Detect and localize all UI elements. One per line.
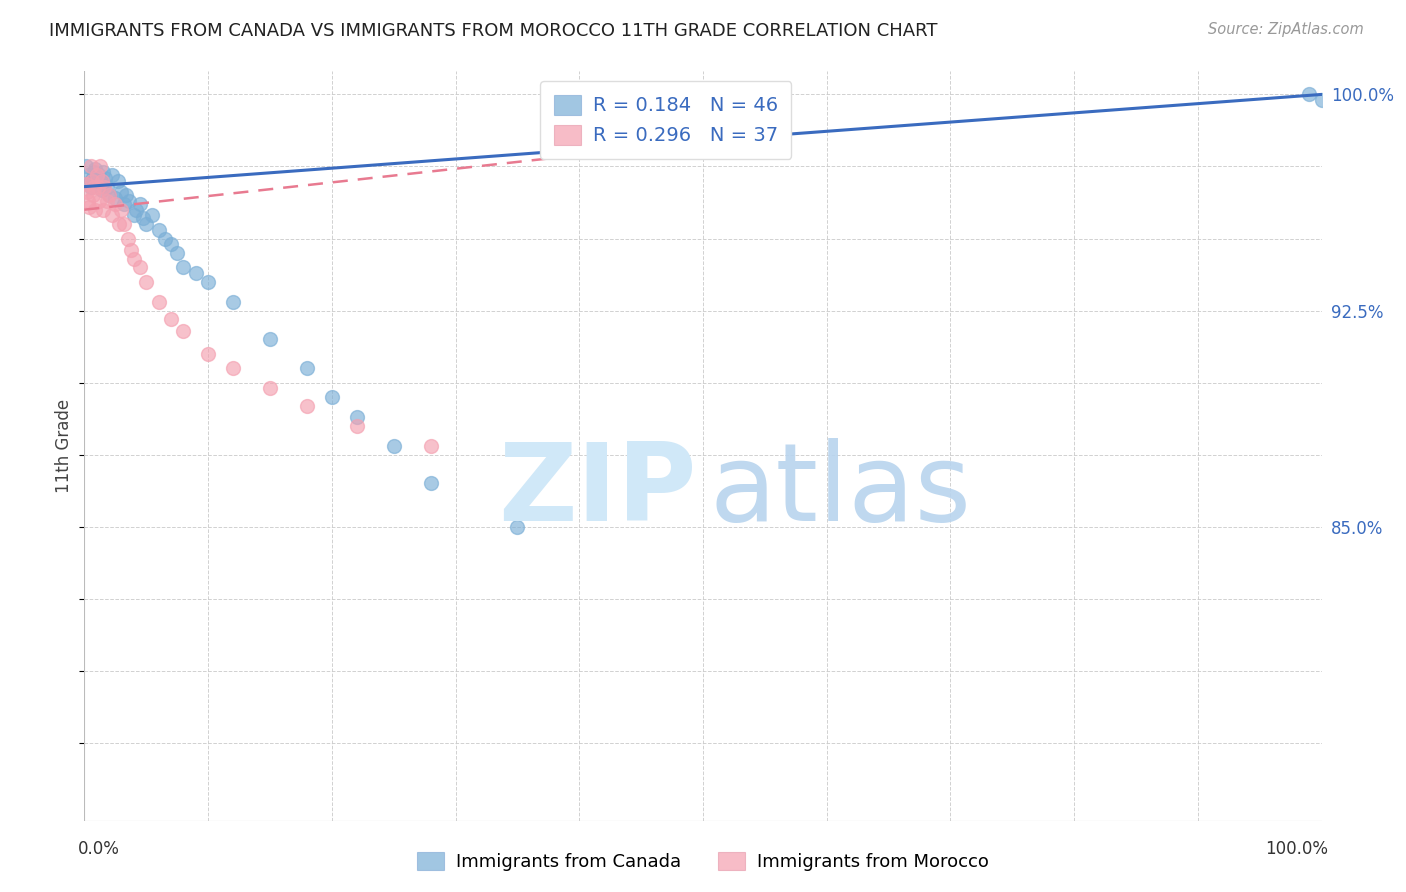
Point — [112, 217, 135, 231]
Point — [153, 231, 176, 245]
Point — [419, 439, 441, 453]
Point — [90, 174, 112, 188]
Point — [100, 168, 122, 182]
Point — [86, 177, 108, 191]
Point — [93, 177, 115, 191]
Point — [110, 202, 132, 217]
Point — [419, 476, 441, 491]
Legend: Immigrants from Canada, Immigrants from Morocco: Immigrants from Canada, Immigrants from … — [409, 845, 997, 879]
Point — [295, 361, 318, 376]
Point — [77, 168, 100, 182]
Point — [184, 266, 207, 280]
Text: ZIP: ZIP — [498, 438, 697, 544]
Point — [79, 179, 101, 194]
Point — [382, 439, 405, 453]
Point — [222, 294, 245, 309]
Point — [80, 174, 103, 188]
Point — [96, 179, 118, 194]
Point — [131, 211, 153, 226]
Point — [166, 246, 188, 260]
Point — [100, 209, 122, 223]
Point — [89, 168, 111, 182]
Point — [82, 188, 104, 202]
Point — [160, 312, 183, 326]
Text: IMMIGRANTS FROM CANADA VS IMMIGRANTS FROM MOROCCO 11TH GRADE CORRELATION CHART: IMMIGRANTS FROM CANADA VS IMMIGRANTS FRO… — [49, 22, 938, 40]
Point — [172, 324, 194, 338]
Point — [75, 177, 97, 191]
Point — [1310, 93, 1333, 107]
Point — [506, 519, 529, 533]
Point — [197, 275, 219, 289]
Point — [346, 410, 368, 425]
Point — [84, 162, 107, 177]
Point — [89, 194, 111, 208]
Text: 0.0%: 0.0% — [79, 840, 120, 858]
Point — [98, 188, 121, 202]
Point — [104, 191, 127, 205]
Point — [89, 174, 111, 188]
Point — [135, 275, 157, 289]
Point — [117, 231, 139, 245]
Point — [96, 194, 118, 208]
Point — [79, 200, 101, 214]
Point — [89, 160, 111, 174]
Point — [118, 194, 141, 208]
Point — [94, 171, 117, 186]
Point — [104, 197, 127, 211]
Legend: R = 0.184   N = 46, R = 0.296   N = 37: R = 0.184 N = 46, R = 0.296 N = 37 — [540, 81, 792, 159]
Text: Source: ZipAtlas.com: Source: ZipAtlas.com — [1208, 22, 1364, 37]
Point — [93, 179, 115, 194]
Point — [172, 260, 194, 275]
Point — [83, 179, 105, 194]
Text: 100.0%: 100.0% — [1265, 840, 1327, 858]
Point — [346, 418, 368, 433]
Point — [135, 217, 157, 231]
Point — [115, 188, 138, 202]
Point — [77, 194, 100, 208]
Point — [148, 294, 170, 309]
Point — [1298, 87, 1320, 102]
Point — [108, 217, 131, 231]
Point — [120, 243, 142, 257]
Y-axis label: 11th Grade: 11th Grade — [55, 399, 73, 493]
Point — [86, 168, 108, 182]
Point — [83, 165, 105, 179]
Point — [129, 260, 152, 275]
Point — [79, 160, 101, 174]
Point — [197, 347, 219, 361]
Point — [79, 174, 101, 188]
Point — [259, 381, 281, 395]
Point — [75, 160, 97, 174]
Point — [107, 174, 129, 188]
Point — [91, 165, 114, 179]
Point — [141, 209, 163, 223]
Point — [82, 171, 104, 186]
Point — [90, 182, 112, 196]
Point — [112, 197, 135, 211]
Point — [122, 252, 145, 266]
Point — [160, 237, 183, 252]
Point — [87, 179, 110, 194]
Point — [91, 202, 114, 217]
Point — [98, 188, 121, 202]
Point — [295, 399, 318, 413]
Point — [110, 186, 132, 200]
Point — [321, 390, 343, 404]
Point — [76, 186, 98, 200]
Point — [125, 202, 148, 217]
Point — [84, 202, 107, 217]
Text: atlas: atlas — [709, 438, 972, 544]
Point — [129, 197, 152, 211]
Point — [148, 223, 170, 237]
Point — [259, 332, 281, 346]
Point — [222, 361, 245, 376]
Point — [122, 209, 145, 223]
